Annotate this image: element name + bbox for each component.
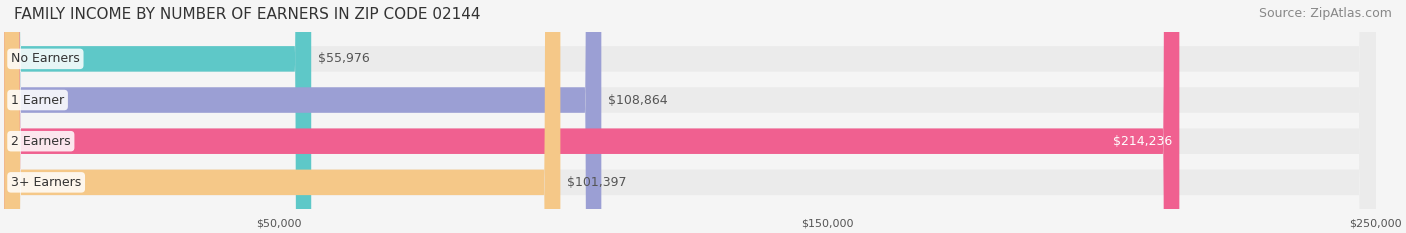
Text: 3+ Earners: 3+ Earners (11, 176, 82, 189)
FancyBboxPatch shape (4, 0, 602, 233)
FancyBboxPatch shape (4, 0, 561, 233)
Text: Source: ZipAtlas.com: Source: ZipAtlas.com (1258, 7, 1392, 20)
Text: $214,236: $214,236 (1114, 135, 1173, 148)
Text: No Earners: No Earners (11, 52, 80, 65)
Text: 2 Earners: 2 Earners (11, 135, 70, 148)
Text: $108,864: $108,864 (609, 93, 668, 106)
FancyBboxPatch shape (4, 0, 1180, 233)
FancyBboxPatch shape (4, 0, 311, 233)
FancyBboxPatch shape (4, 0, 1375, 233)
Text: FAMILY INCOME BY NUMBER OF EARNERS IN ZIP CODE 02144: FAMILY INCOME BY NUMBER OF EARNERS IN ZI… (14, 7, 481, 22)
FancyBboxPatch shape (4, 0, 1375, 233)
Text: $55,976: $55,976 (318, 52, 370, 65)
FancyBboxPatch shape (4, 0, 1375, 233)
FancyBboxPatch shape (4, 0, 1375, 233)
Text: 1 Earner: 1 Earner (11, 93, 65, 106)
Text: $101,397: $101,397 (567, 176, 627, 189)
